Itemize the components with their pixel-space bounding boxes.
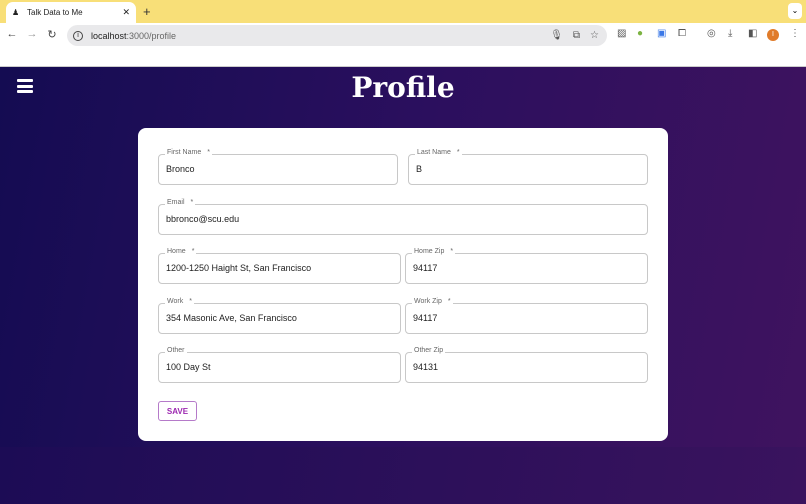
extension-icon[interactable]: ▨ [617,28,627,39]
last-name-label: Last Name [417,149,451,156]
site-info-icon[interactable]: i [73,30,83,41]
page-main: Profile First Name * Last Name * Email * Ho… [0,67,806,447]
side-panel-icon[interactable]: ◧ [748,28,758,39]
new-tab-icon[interactable]: + [143,4,151,19]
work-input[interactable] [166,313,383,323]
required-mark: * [456,149,460,156]
work-zip-input[interactable] [413,313,630,323]
required-mark: * [207,149,210,156]
browser-tab[interactable]: ♟ Talk Data to Me ✕ [6,2,136,23]
other-zip-label: Other Zip [414,347,444,354]
close-tab-icon[interactable]: ✕ [122,7,130,17]
address-bar[interactable]: i localhost:3000/profile 🎙 ⧉ ☆ [67,25,607,46]
work-label: Work [167,298,184,305]
required-mark: * [191,248,195,255]
home-zip-input[interactable] [413,263,630,273]
required-mark: * [189,298,192,305]
email-input[interactable] [166,214,606,224]
bookmark-star-icon[interactable]: ☆ [590,30,599,41]
required-mark: * [447,298,451,305]
cast-icon[interactable]: ⧉ [572,30,581,41]
save-button[interactable]: SAVE [158,401,197,421]
extension-green-icon[interactable]: ● [637,28,644,39]
page-background-lower [0,447,806,504]
work-zip-field[interactable]: Work Zip * [405,298,648,334]
hamburger-menu-icon[interactable] [17,79,33,93]
first-name-input[interactable] [166,164,381,174]
performance-icon[interactable]: ◎ [707,28,716,39]
page-top-strip [0,48,806,67]
email-label: Email [167,199,185,206]
home-zip-label: Home Zip [414,248,445,255]
required-mark: * [450,248,454,255]
last-name-input[interactable] [416,164,631,174]
other-zip-field[interactable]: Other Zip [405,347,648,383]
home-label: Home [167,248,186,255]
last-name-field[interactable]: Last Name * [408,149,648,185]
work-zip-label: Work Zip [414,298,442,305]
reload-icon[interactable]: ↻ [47,29,57,41]
other-input[interactable] [166,362,383,372]
other-field[interactable]: Other [158,347,401,383]
other-zip-input[interactable] [413,362,630,372]
first-name-label: First Name [167,149,202,156]
forward-icon[interactable]: → [26,28,38,40]
download-icon[interactable]: ⤓ [728,28,733,39]
tab-title: Talk Data to Me [27,8,83,17]
profile-avatar[interactable]: I [767,29,779,41]
home-zip-field[interactable]: Home Zip * [405,248,648,284]
page-title: Profile [351,71,455,104]
other-label: Other [167,347,185,354]
work-field[interactable]: Work * [158,298,401,334]
url-host: localhost [91,30,127,41]
menu-kebab-icon[interactable]: ⋮ [790,28,800,39]
url-path: :3000/profile [126,30,177,41]
home-input[interactable] [166,263,383,273]
profile-form: First Name * Last Name * Email * Home * Home… [138,128,668,441]
back-icon[interactable]: ← [6,28,18,40]
browser-toolbar: ← → ↻ i localhost:3000/profile 🎙 ⧉ ☆ ▨ ● ▣… [0,23,806,48]
first-name-field[interactable]: First Name * [158,149,398,185]
required-mark: * [190,199,194,206]
home-field[interactable]: Home * [158,248,401,284]
extension-blue-icon[interactable]: ▣ [657,28,667,39]
microphone-icon[interactable]: 🎙 [550,30,563,41]
tab-strip: ♟ Talk Data to Me ✕ + ⌄ [0,0,806,23]
tab-search-chevron-icon[interactable]: ⌄ [788,3,802,19]
favicon-icon: ♟ [12,8,20,17]
extensions-puzzle-icon[interactable]: ⧠ [678,28,686,39]
email-field[interactable]: Email * [158,199,648,235]
